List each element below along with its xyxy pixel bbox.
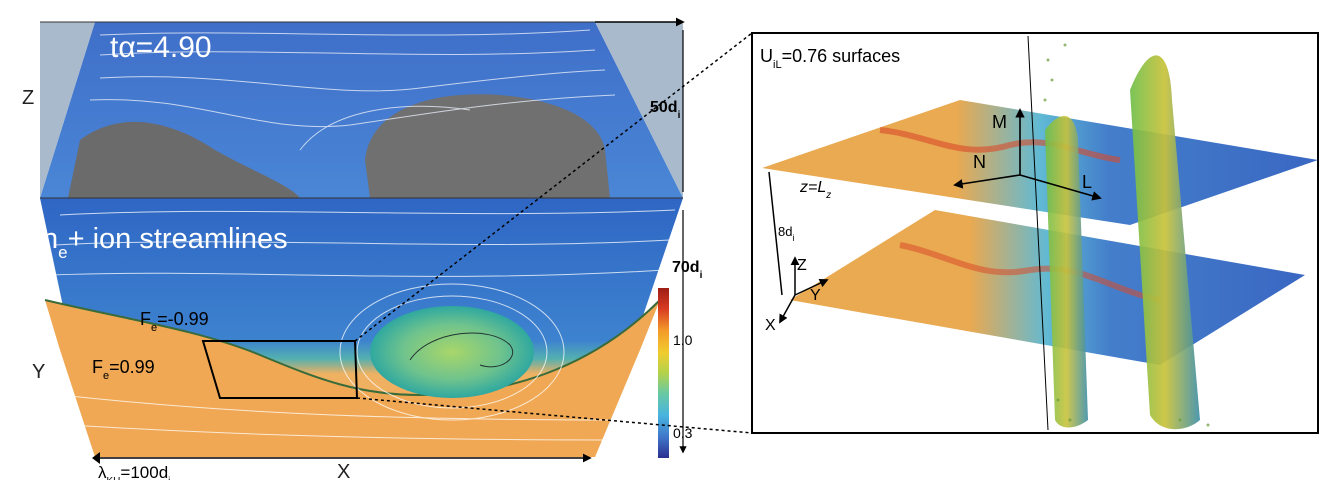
plane-label: z=Lz [799,179,831,201]
fe-negative-label: Fe=-0.99 [140,309,209,334]
lmn-triad [953,108,1102,201]
dim-50-label: 50di [650,99,681,121]
inset-y-label: Y [810,287,821,304]
simulation-box: tα=4.90 ne+ ion streamlines Fe=-0.99 Fe=… [22,17,703,480]
colorbar-gradient [658,288,669,458]
scatter-particles [1043,43,1210,427]
fe-positive-label: Fe=0.99 [92,357,155,382]
dim-70-label: 70di [672,259,703,281]
time-label: tα=4.90 [110,31,212,64]
inset-x-label: X [765,317,776,334]
flux-tube-right [1130,55,1200,430]
wavelength-label: λKH=100di [98,463,170,480]
y-axis-label: Y [32,361,45,383]
inset-z-label: Z [797,257,807,274]
grey-surface-left [68,121,300,198]
kh-vortex [370,306,534,398]
z-axis-label: Z [22,87,34,109]
spacing-arrow [768,171,783,296]
left-side-panel [40,22,95,198]
x-axis-label: X [337,461,350,480]
flux-tube-left [1045,116,1088,428]
interface-boundary [45,300,660,457]
m-axis-label: M [992,112,1007,132]
right-side-panel [595,22,683,198]
spacing-label: 8di [778,224,794,243]
zoom-connector-lines [354,32,753,434]
density-label: ne+ ion streamlines [42,223,288,262]
front-streamlines [49,209,676,441]
colorbar-max-label: 1.0 [673,332,693,348]
inset-panel: M N L 8di Z Y X UiL=0.76 surfaces z=Lz [751,32,1319,434]
colorbar-min-label: 0.3 [673,425,693,441]
xyz-triad [779,256,829,324]
l-axis-label: L [1082,172,1092,192]
n-axis-label: N [973,152,986,172]
inset-title: UiL=0.76 surfaces [760,46,900,71]
grey-surface-right [365,94,610,198]
colorbar: 1.0 0.3 [658,288,693,458]
top-streamlines [89,29,616,151]
